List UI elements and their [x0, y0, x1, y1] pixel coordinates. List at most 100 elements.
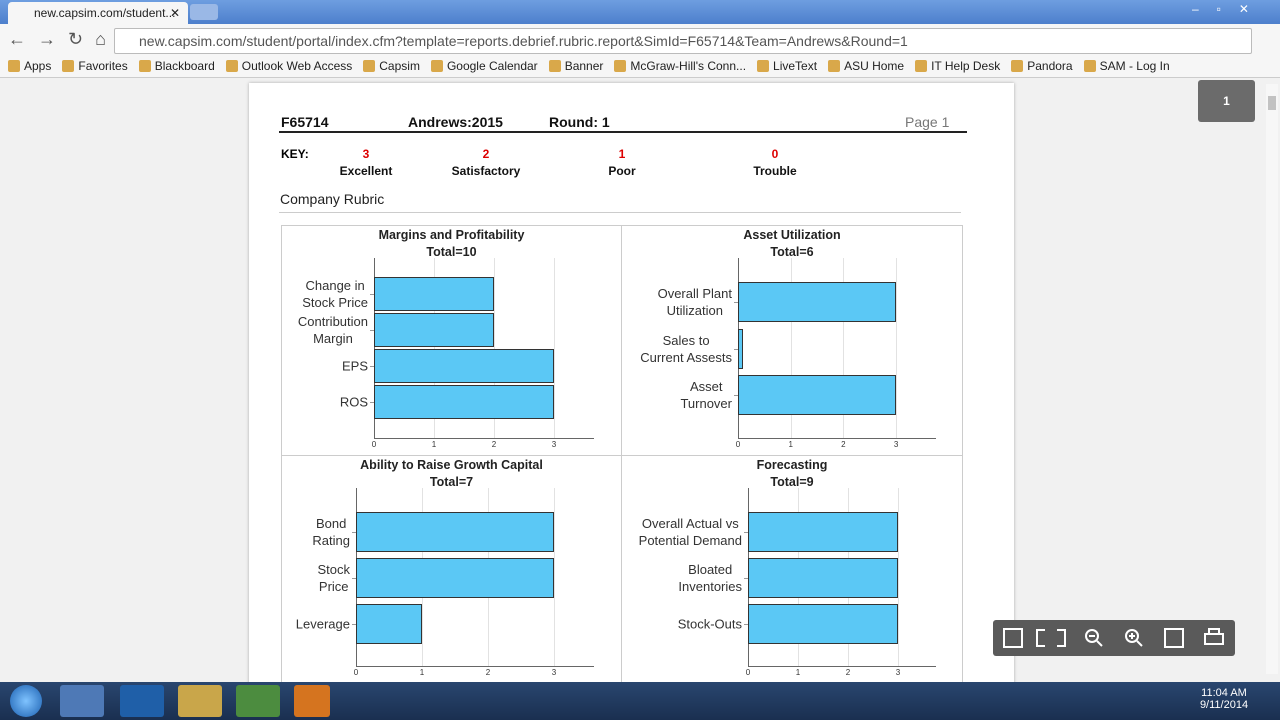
bookmark[interactable]: Banner	[548, 57, 603, 77]
y-tick	[352, 532, 356, 533]
bar	[738, 375, 897, 415]
key-label: Excellent	[339, 164, 393, 178]
tab-title: new.capsim.com/student...	[34, 6, 176, 20]
chart-subtitle: Total=9	[770, 475, 814, 489]
y-tick-label: Contribution Margin	[297, 314, 368, 346]
zoom-out[interactable]	[1085, 629, 1103, 647]
explorer-button[interactable]	[178, 685, 222, 717]
chart-title: Asset Utilization	[743, 228, 841, 242]
y-tick-label: Change in Stock Price	[302, 278, 368, 310]
bar	[738, 282, 897, 322]
start-button[interactable]	[10, 685, 42, 717]
bookmark[interactable]: Outlook Web Access	[225, 57, 352, 77]
fit-button[interactable]	[1003, 628, 1023, 648]
y-tick-label: EPS	[341, 358, 368, 374]
x-axis	[374, 438, 594, 439]
x-tick-label: 1	[788, 440, 793, 449]
x-tick-label: 0	[745, 668, 751, 677]
bookmark[interactable]: Blackboard	[138, 57, 215, 77]
key-label: Satisfactory	[451, 164, 521, 178]
browser-tab[interactable]: new.capsim.com/student... ✕	[8, 2, 188, 24]
bar	[356, 604, 422, 644]
x-tick-label: 1	[795, 668, 801, 677]
x-tick-label: 3	[895, 668, 901, 677]
bar	[374, 277, 494, 311]
bookmark[interactable]: SAM - Log In	[1083, 57, 1170, 77]
x-tick-label: 2	[845, 668, 851, 677]
window-controls[interactable]: –▫✕	[1192, 2, 1267, 16]
width-button[interactable]	[1036, 629, 1066, 647]
bar	[748, 558, 898, 598]
grid-line	[554, 488, 555, 666]
taskbar: 11:04 AM 9/11/2014	[0, 682, 1280, 720]
clock: 11:04 AM 9/11/2014	[1190, 687, 1258, 711]
bookmark[interactable]: Capsim	[363, 57, 420, 77]
chart-panel: Ability to Raise Growth Capital Total=7 0 1…	[281, 455, 622, 697]
x-tick-label: 3	[551, 668, 557, 677]
chart-title: Ability to Raise Growth Capital	[360, 458, 543, 472]
y-tick	[734, 395, 738, 396]
bookmark[interactable]: Pandora	[1011, 57, 1073, 77]
print-button[interactable]	[1204, 628, 1224, 645]
x-axis	[748, 666, 936, 667]
sim-id: F65714	[281, 114, 329, 130]
pdf-toolbar	[993, 620, 1235, 656]
bookmark[interactable]: Apps	[8, 57, 51, 77]
bookmark[interactable]: Favorites	[62, 57, 128, 77]
chart-panel: Margins and Profitability Total=10 0 1 2 3 Cha…	[281, 225, 622, 456]
bar	[356, 558, 554, 598]
page-indicator: 1	[1198, 80, 1255, 122]
x-tick-label: 2	[841, 440, 846, 449]
bar	[374, 313, 494, 347]
y-tick	[370, 402, 374, 403]
grid-line	[554, 258, 555, 438]
bookmark[interactable]: Google Calendar	[430, 57, 538, 77]
y-tick-label: Sales to Current Assests	[640, 332, 732, 365]
y-tick-label: Leverage	[295, 616, 350, 632]
save-button[interactable]	[1164, 628, 1184, 648]
grid-line	[434, 258, 435, 438]
section-rule	[279, 212, 961, 213]
bookmark[interactable]: ASU Home	[828, 57, 904, 77]
section-title: Company Rubric	[280, 191, 385, 207]
new-tab[interactable]	[190, 4, 218, 20]
y-tick	[744, 624, 748, 625]
grid-line	[896, 258, 898, 438]
y-tick	[352, 624, 356, 625]
x-tick-label: 0	[371, 440, 377, 449]
media-button[interactable]	[294, 685, 330, 717]
scrollbar[interactable]	[1266, 84, 1278, 674]
y-tick	[370, 366, 374, 367]
key-score: 0	[771, 147, 779, 161]
bar	[374, 349, 554, 383]
x-tick-label: 1	[431, 440, 437, 449]
bookmark[interactable]: IT Help Desk	[915, 57, 1000, 77]
tab-close[interactable]: ✕	[169, 6, 180, 20]
x-tick-label: 0	[353, 668, 359, 677]
x-axis	[738, 438, 936, 439]
zoom-in[interactable]	[1125, 629, 1143, 647]
chrome-button[interactable]	[236, 685, 280, 717]
x-tick-label: 1	[419, 668, 425, 677]
grid-line	[898, 488, 899, 666]
key-label: Poor	[608, 164, 636, 178]
chart-panel: Asset Utilization Total=6 0 1 2 3 Overall Plan…	[621, 225, 963, 456]
outlook-button[interactable]	[120, 685, 164, 717]
ie-button[interactable]	[60, 685, 104, 717]
bar	[748, 604, 898, 644]
y-tick-label: Bond Rating	[312, 516, 350, 548]
nav-buttons[interactable]: ←→↻⌂	[8, 29, 118, 49]
scroll-thumb[interactable]	[1268, 96, 1276, 110]
y-tick	[734, 348, 738, 350]
bookmark[interactable]: McGraw-Hill's Conn...	[614, 57, 746, 77]
bookmarks-bar: Apps Favorites Blackboard Outlook Web Acces…	[0, 57, 1280, 78]
x-tick-label: 0	[735, 440, 741, 449]
address-bar[interactable]: new.capsim.com/student/portal/index.cfm?…	[114, 28, 1252, 54]
key-label: Trouble	[753, 164, 797, 178]
time: 11:04 AM	[1201, 687, 1247, 699]
y-tick	[370, 294, 374, 295]
y-tick	[352, 578, 356, 579]
bookmark[interactable]: LiveText	[757, 57, 817, 77]
key-score: 3	[362, 147, 370, 161]
